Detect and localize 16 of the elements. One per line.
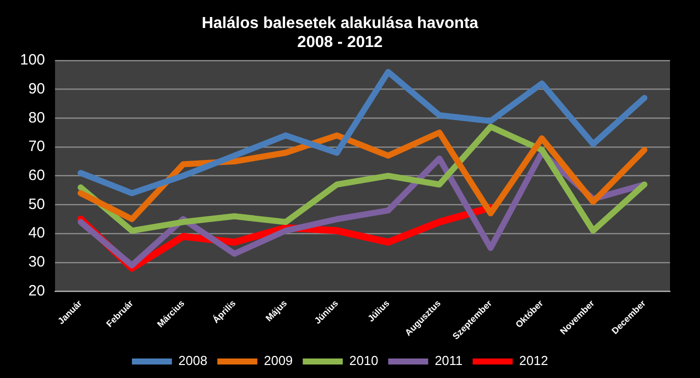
y-tick-label: 70 — [28, 138, 46, 156]
y-tick-label: 40 — [28, 224, 46, 242]
legend-label: 2009 — [264, 353, 293, 368]
y-tick-label: 20 — [28, 282, 46, 300]
legend-label: 2012 — [519, 353, 548, 368]
y-tick-label: 80 — [28, 109, 46, 126]
y-tick-label: 50 — [28, 196, 46, 213]
y-tick-label: 60 — [28, 166, 46, 184]
y-tick-label: 30 — [28, 254, 46, 271]
y-tick-label: 90 — [28, 80, 46, 98]
legend-label: 2008 — [178, 353, 208, 368]
y-tick-label: 100 — [20, 52, 46, 69]
text: 2008 - 2012 — [297, 34, 383, 52]
text: Halálos balesetek alakulása havonta — [202, 15, 478, 32]
legend-label: 2010 — [349, 353, 378, 368]
legend-label: 2011 — [434, 353, 463, 368]
